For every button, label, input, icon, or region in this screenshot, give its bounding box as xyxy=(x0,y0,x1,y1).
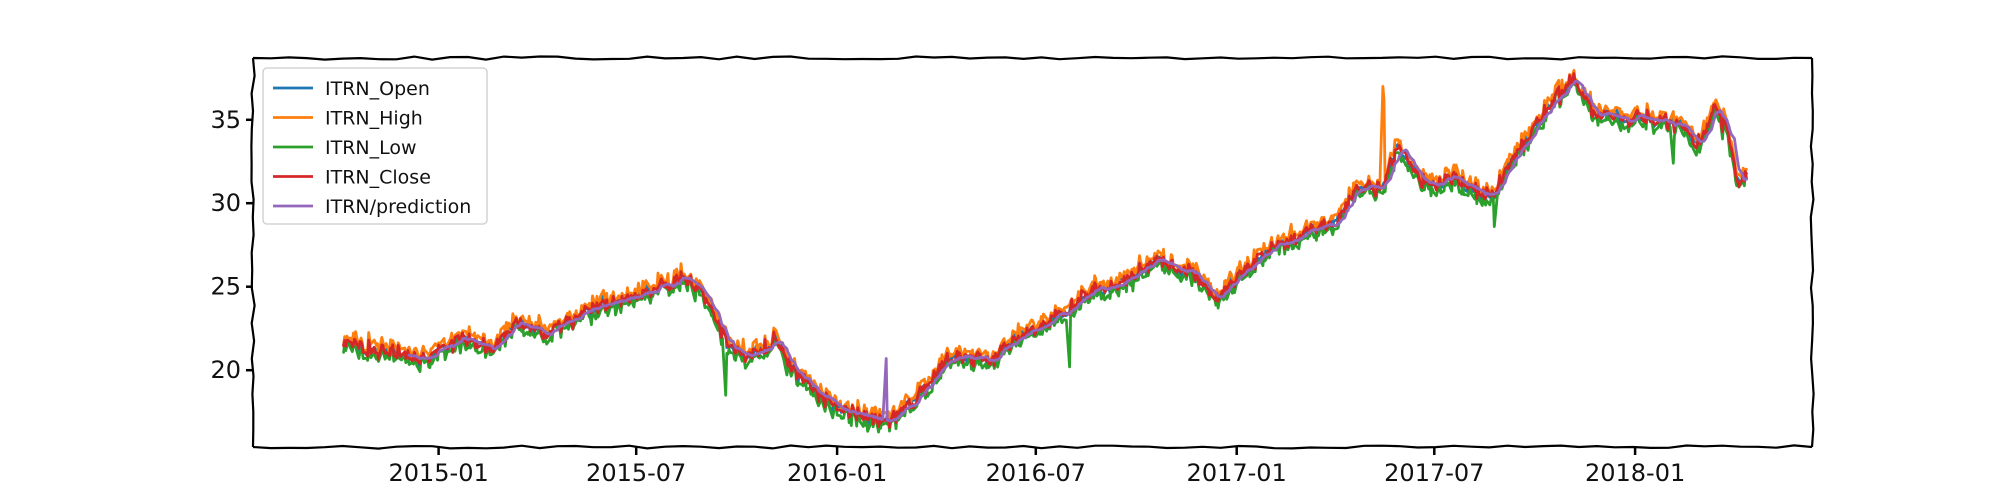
legend-label: ITRN_Low xyxy=(325,137,417,159)
legend-box xyxy=(262,67,488,225)
itrn-prediction-series-line xyxy=(407,79,1748,423)
axis-ticks: 20 25 30 35 2015-01 2015-07 2016-01 2016-07 2017… xyxy=(210,106,1685,487)
x-tick-label: 2016-07 xyxy=(986,459,1086,487)
y-tick-label: 30 xyxy=(210,189,241,217)
legend-label: ITRN/prediction xyxy=(325,196,471,218)
legend: ITRN_Open ITRN_High ITRN_Low ITRN_Close ITRN… xyxy=(262,67,488,225)
plot-frame xyxy=(250,55,1815,450)
x-tick-label: 2017-07 xyxy=(1384,459,1484,487)
series-layer xyxy=(340,67,1750,434)
x-tick-label: 2016-01 xyxy=(787,459,887,487)
itrn-close-series-line xyxy=(342,72,1748,429)
legend-label: ITRN_High xyxy=(325,108,423,130)
legend-label: ITRN_Open xyxy=(325,78,430,100)
y-tick-label: 25 xyxy=(210,273,241,301)
legend-label: ITRN_Close xyxy=(325,167,431,189)
x-tick-label: 2017-01 xyxy=(1187,459,1287,487)
x-tick-label: 2015-01 xyxy=(388,459,488,487)
y-tick-label: 20 xyxy=(210,356,241,384)
x-tick-label: 2018-01 xyxy=(1585,459,1685,487)
y-tick-label: 35 xyxy=(210,106,241,134)
x-tick-label: 2015-07 xyxy=(586,459,686,487)
